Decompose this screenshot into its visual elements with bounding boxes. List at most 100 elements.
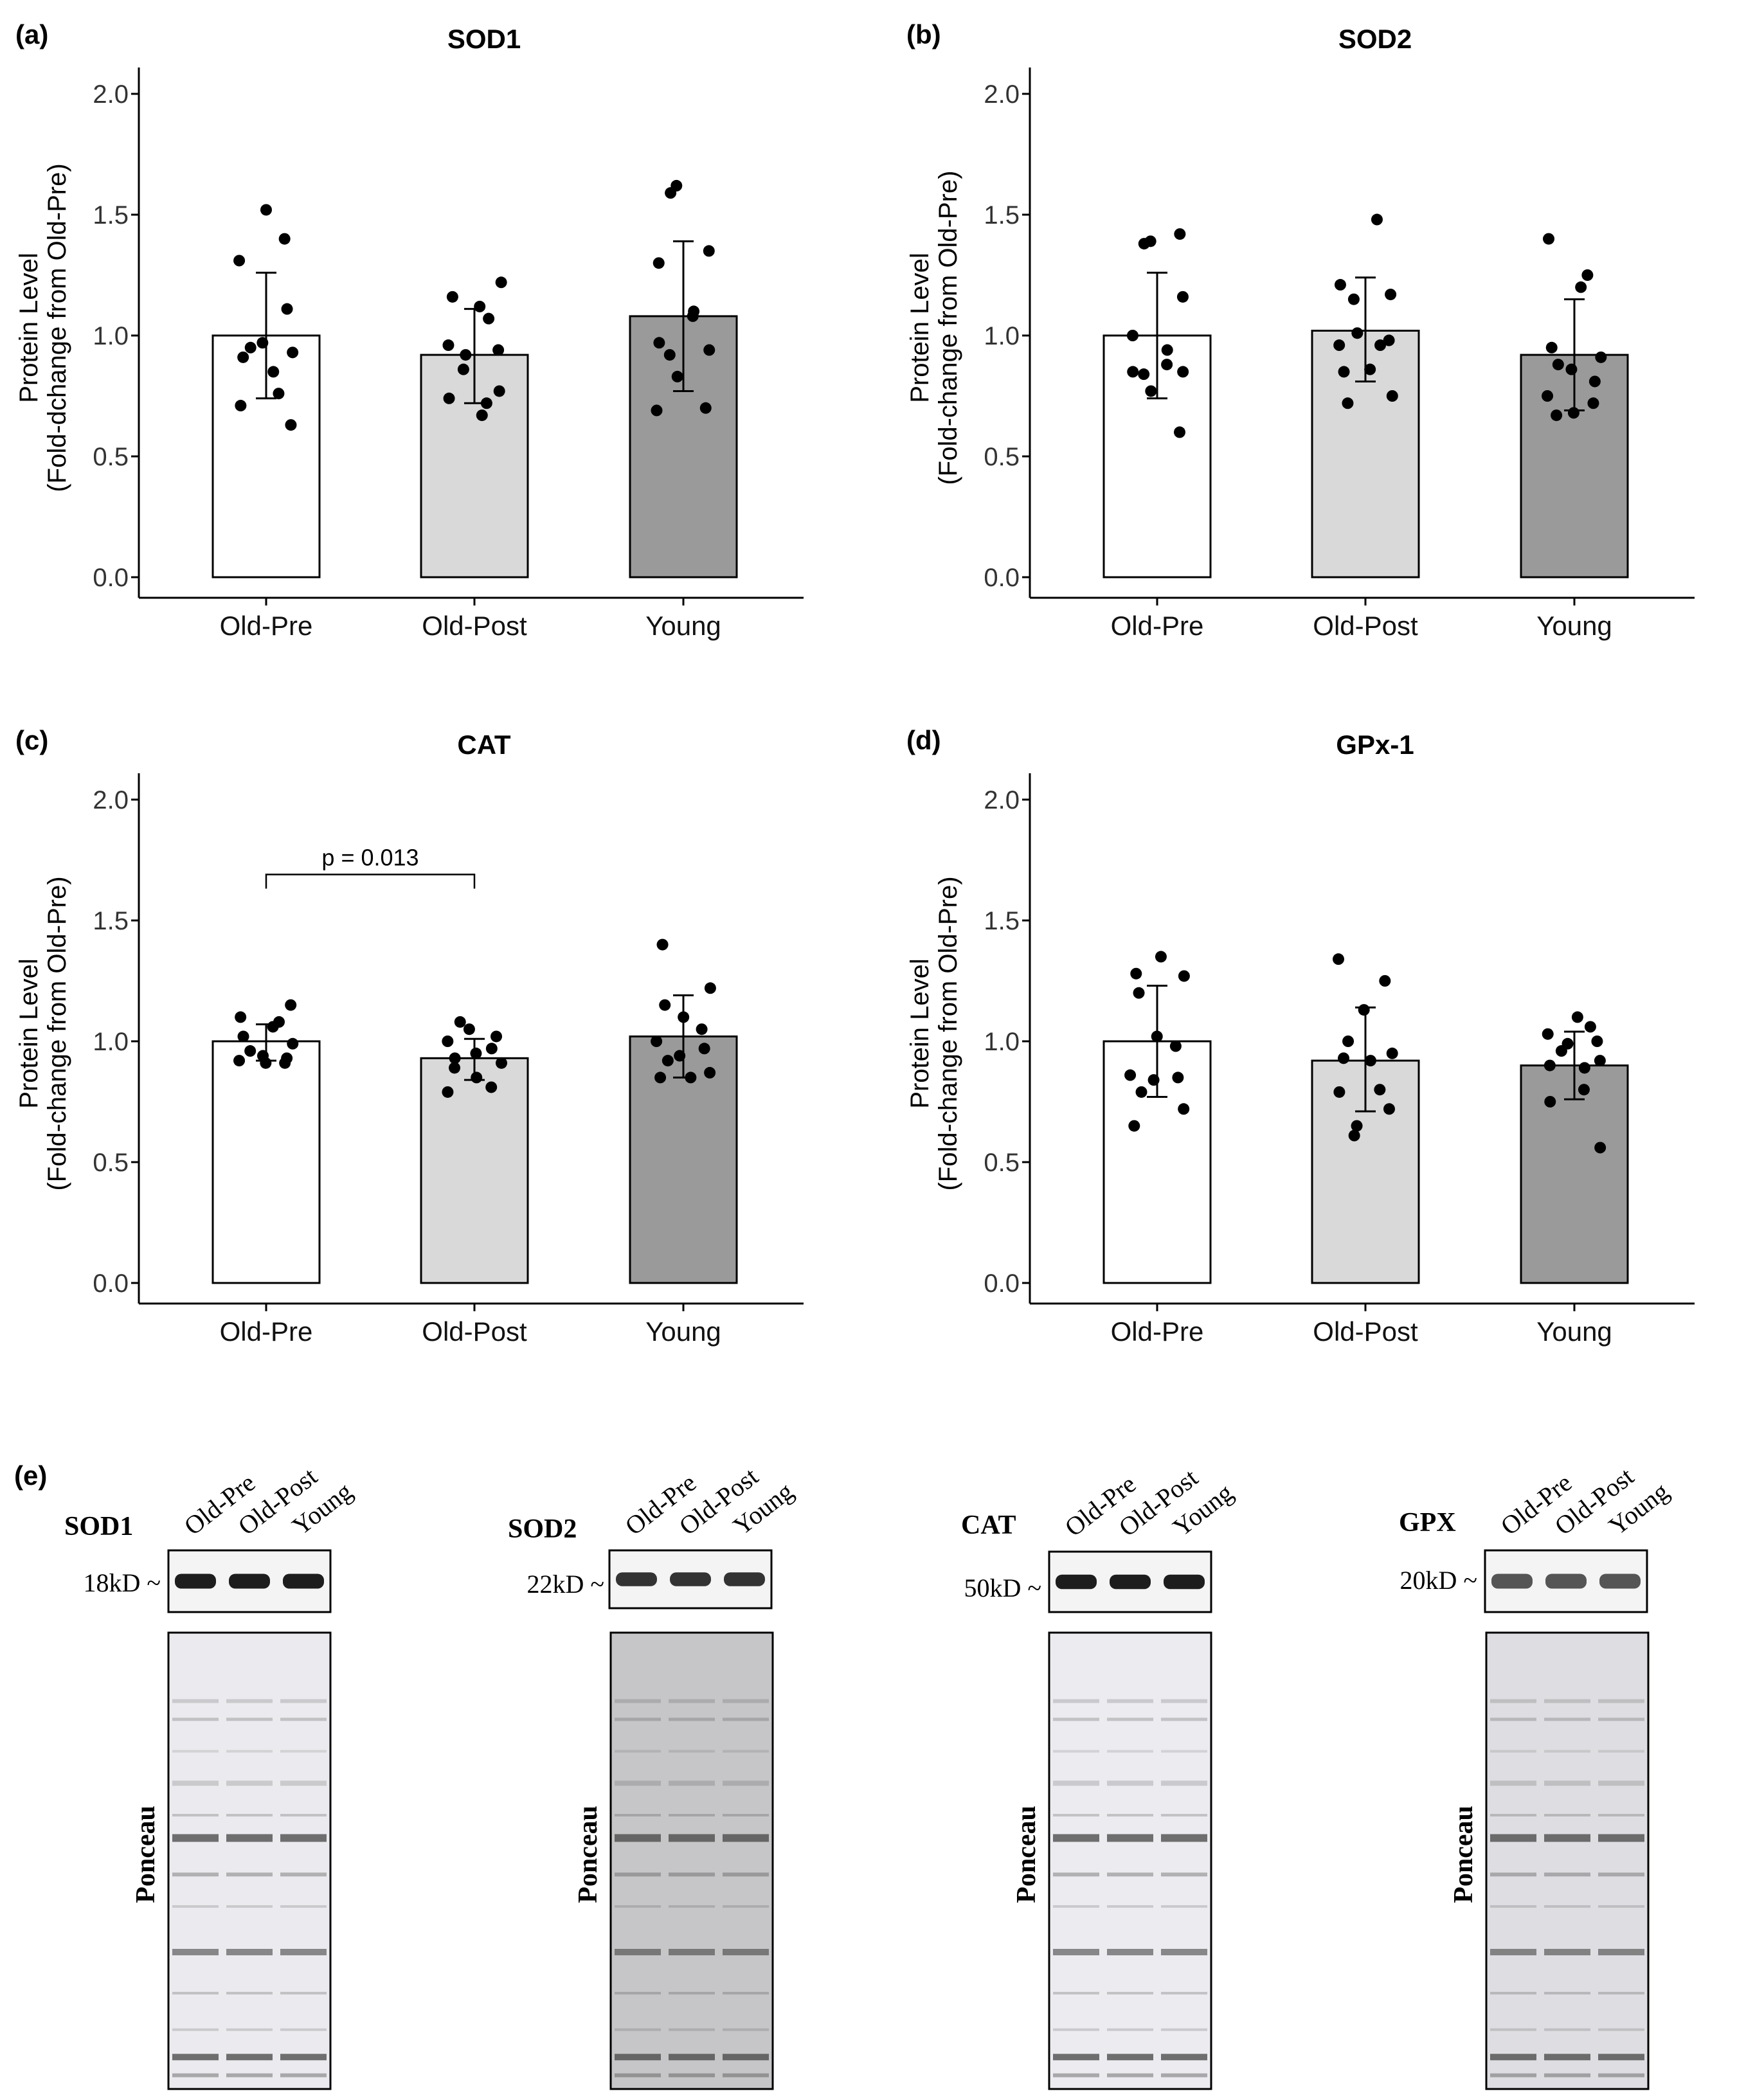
data-point [1578,1062,1590,1074]
ponceau-band [1598,1949,1644,1955]
data-point [485,1043,498,1055]
ponceau-band [1107,1699,1153,1703]
ponceau-band [226,2028,273,2031]
ponceau-band [1053,2028,1099,2031]
ponceau-band [1161,1905,1207,1908]
ponceau-band [1053,1814,1099,1816]
ponceau-band [1161,2054,1207,2061]
ponceau-band [172,2073,219,2077]
data-point [1169,1040,1182,1052]
ponceau-band [615,1834,661,1842]
ponceau-band [1161,1780,1207,1786]
ponceau-band [669,1780,715,1786]
data-point [653,337,665,349]
data-point [1542,1028,1554,1040]
data-point [287,1037,299,1050]
ponceau-band [723,1717,769,1721]
data-point [703,245,715,257]
ponceau-band [1107,2054,1153,2061]
data-point [1567,407,1580,419]
data-point [1374,1084,1386,1096]
ponceau-band [280,1814,327,1816]
data-point [1178,970,1190,982]
y-tick-label: 0.0 [984,1269,1020,1298]
ponceau-band [280,1780,327,1786]
data-point [233,1055,246,1067]
data-point [442,1086,454,1098]
ponceau-band [226,2073,273,2077]
ponceau-band [1598,1699,1644,1703]
ponceau-band [1490,1814,1536,1816]
ponceau-label: Ponceau [1012,1806,1041,1903]
ponceau-image [1485,1631,1650,2090]
data-point [678,1011,690,1023]
data-point [256,337,269,349]
y-tick-label: 1.5 [93,907,129,935]
data-point [273,388,285,400]
ponceau-band [669,1750,715,1753]
ponceau-band [172,2028,219,2031]
data-point [1133,987,1145,999]
protein-band [1164,1574,1205,1590]
data-point [442,339,455,352]
data-point [1555,1045,1567,1057]
data-point [279,1057,291,1069]
chart-title: CAT [457,730,511,760]
data-point [1594,1055,1606,1067]
molecular-weight-marker: 50kD ~ [964,1574,1041,1602]
data-point [1552,359,1564,371]
y-axis-label-line1: Protein Level [906,958,934,1108]
ponceau-band [1053,1949,1099,1955]
ponceau-band [226,1905,273,1908]
ponceau-band [615,1780,661,1786]
data-point [1174,228,1186,240]
data-point [457,363,469,375]
ponceau-band [1598,2054,1644,2061]
data-point [651,404,663,417]
data-point [471,1071,483,1084]
data-point [659,999,671,1011]
ponceau-band [1490,2054,1536,2061]
protein-band [175,1574,216,1589]
y-axis-label: Protein Level (Fold-change from Old-Pre) [906,170,962,485]
data-point [1333,1086,1346,1098]
ponceau-band [1107,1814,1153,1816]
protein-label: SOD1 [64,1512,133,1541]
y-tick-label: 2.0 [93,80,129,109]
ponceau-band [1490,1834,1536,1842]
chart-panel-1: (a) SOD1 Protein Level (Fold-dchange from O… [15,19,804,641]
ponceau-band [1544,2054,1590,2061]
data-point [1172,1071,1184,1084]
data-point [1543,233,1555,245]
ponceau-band [615,1872,661,1877]
ponceau-band [172,1991,219,1995]
ponceau-image [609,1631,774,2090]
data-point [1145,385,1157,397]
ponceau-band [1161,1872,1207,1877]
ponceau-band [669,1949,715,1955]
y-tick-label: 0.5 [93,443,129,471]
data-point [687,310,699,322]
ponceau-band [669,1872,715,1877]
ponceau-band [723,2073,769,2077]
ponceau-band [226,1699,273,1703]
ponceau-band [1107,1872,1153,1877]
ponceau-band [172,1949,219,1955]
data-point [287,346,299,359]
ponceau-image [1048,1631,1212,2090]
data-point [1176,291,1189,303]
ponceau-band [669,2073,715,2077]
data-point [442,1036,454,1047]
ponceau-band [723,1872,769,1877]
ponceau-band [280,1834,327,1842]
ponceau-band [1107,2028,1153,2031]
ponceau-band [1490,1872,1536,1877]
ponceau-band [669,2054,715,2061]
ponceau-band [615,1699,661,1703]
data-point [1148,1074,1160,1086]
data-point [446,291,458,303]
data-point [699,402,712,414]
ponceau-band [1598,1717,1644,1721]
